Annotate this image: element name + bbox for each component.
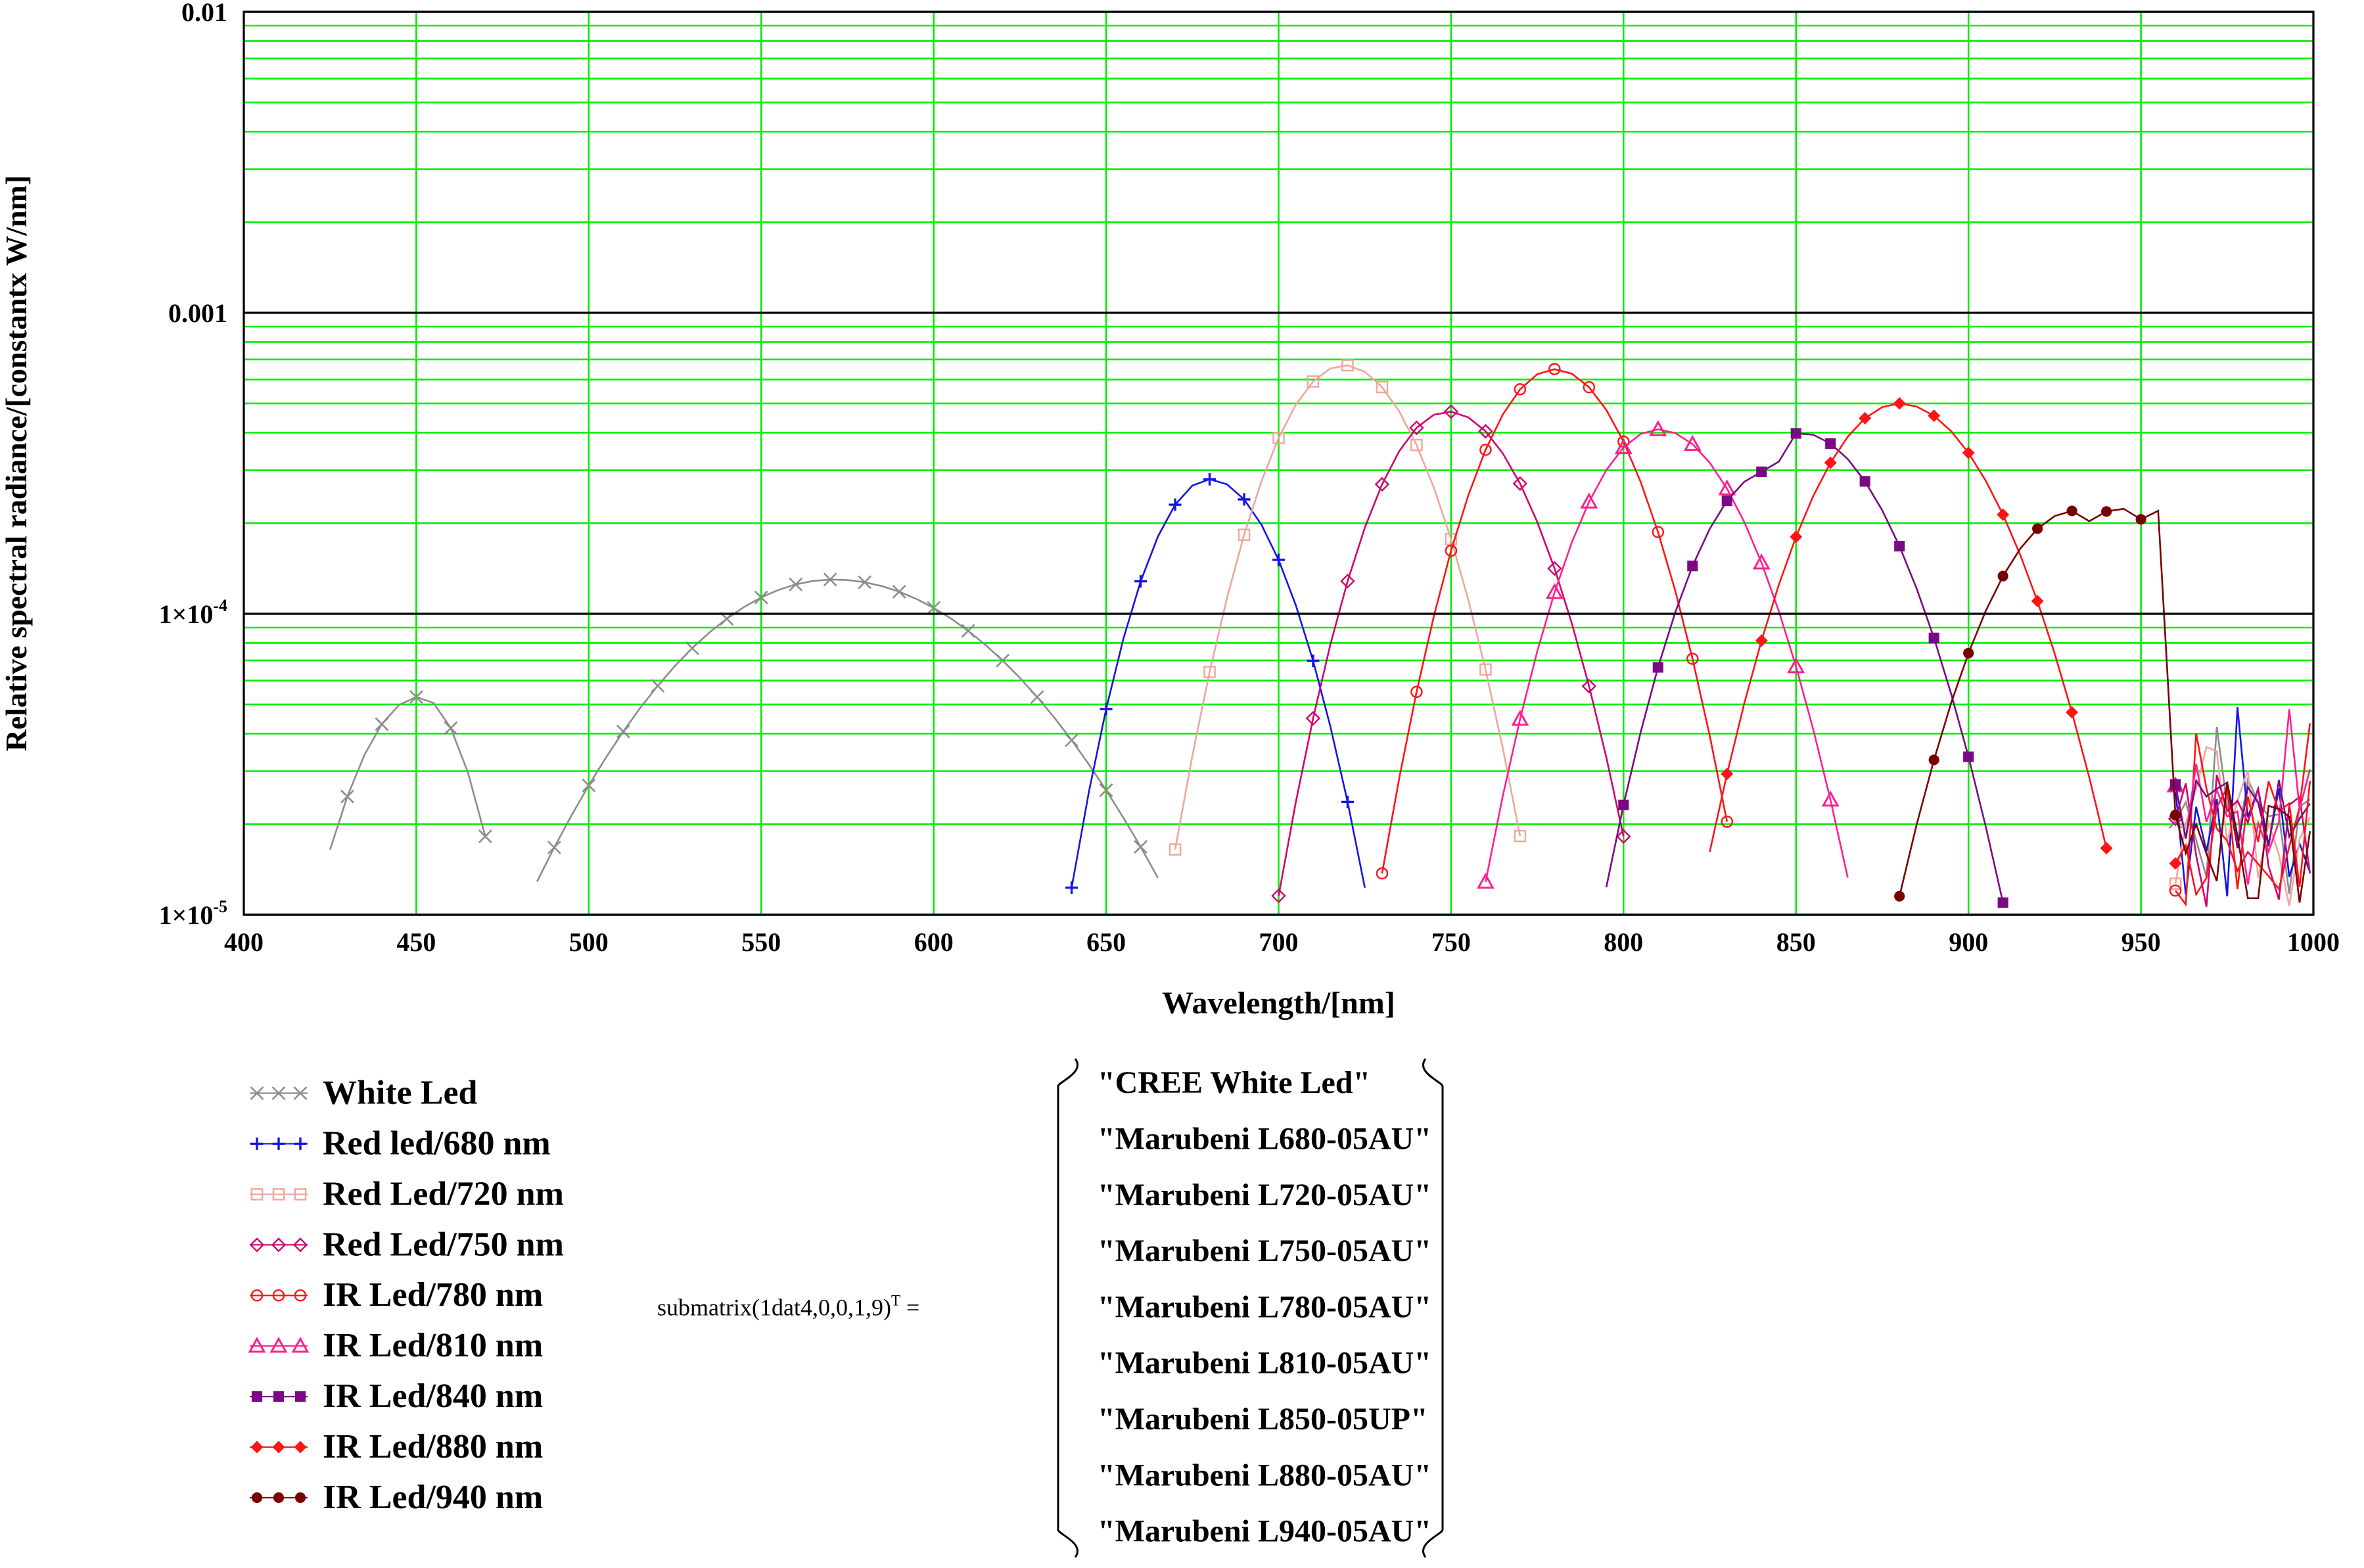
svg-text:Red Led/720 nm: Red Led/720 nm: [323, 1175, 564, 1212]
svg-text:550: 550: [741, 927, 781, 957]
svg-text:IR Led/780 nm: IR Led/780 nm: [323, 1276, 543, 1314]
svg-text:"Marubeni L850-05UP": "Marubeni L850-05UP": [1098, 1402, 1428, 1437]
svg-text:0.001: 0.001: [168, 298, 227, 328]
svg-text:"Marubeni L750-05AU": "Marubeni L750-05AU": [1098, 1234, 1431, 1268]
svg-text:400: 400: [224, 927, 264, 957]
svg-text:650: 650: [1086, 927, 1126, 957]
svg-text:850: 850: [1776, 927, 1816, 957]
svg-text:IR Led/880 nm: IR Led/880 nm: [323, 1428, 543, 1465]
svg-text:IR Led/940 nm: IR Led/940 nm: [323, 1479, 543, 1516]
svg-text:"Marubeni L880-05AU": "Marubeni L880-05AU": [1098, 1458, 1431, 1492]
svg-text:750: 750: [1431, 927, 1471, 957]
svg-text:1000: 1000: [2287, 927, 2340, 957]
svg-text:950: 950: [2121, 927, 2161, 957]
svg-text:submatrix(1dat4,0,0,1,9)T =: submatrix(1dat4,0,0,1,9)T =: [657, 1292, 919, 1320]
svg-text:IR Led/810 nm: IR Led/810 nm: [323, 1327, 543, 1364]
svg-text:White Led: White Led: [323, 1074, 478, 1112]
svg-text:900: 900: [1949, 927, 1988, 957]
svg-text:0.01: 0.01: [181, 0, 227, 27]
svg-text:"Marubeni L720-05AU": "Marubeni L720-05AU": [1098, 1178, 1431, 1212]
svg-text:"Marubeni L680-05AU": "Marubeni L680-05AU": [1098, 1122, 1431, 1157]
svg-text:500: 500: [569, 927, 609, 957]
svg-text:Relative spectral radiance/[co: Relative spectral radiance/[constantx W/…: [0, 175, 33, 752]
svg-text:700: 700: [1259, 927, 1299, 957]
svg-text:450: 450: [396, 927, 436, 957]
svg-text:Red Led/750 nm: Red Led/750 nm: [323, 1226, 564, 1263]
svg-text:Wavelength/[nm]: Wavelength/[nm]: [1162, 986, 1395, 1021]
svg-text:Red led/680 nm: Red led/680 nm: [323, 1124, 551, 1162]
svg-text:"Marubeni L810-05AU": "Marubeni L810-05AU": [1098, 1346, 1431, 1381]
svg-text:"Marubeni L780-05AU": "Marubeni L780-05AU": [1098, 1289, 1431, 1324]
svg-text:IR Led/840 nm: IR Led/840 nm: [323, 1377, 543, 1415]
svg-text:800: 800: [1604, 927, 1643, 957]
svg-text:"Marubeni L940-05AU": "Marubeni L940-05AU": [1098, 1514, 1431, 1549]
svg-text:600: 600: [914, 927, 954, 957]
svg-text:"CREE White Led": "CREE White Led": [1098, 1065, 1370, 1100]
